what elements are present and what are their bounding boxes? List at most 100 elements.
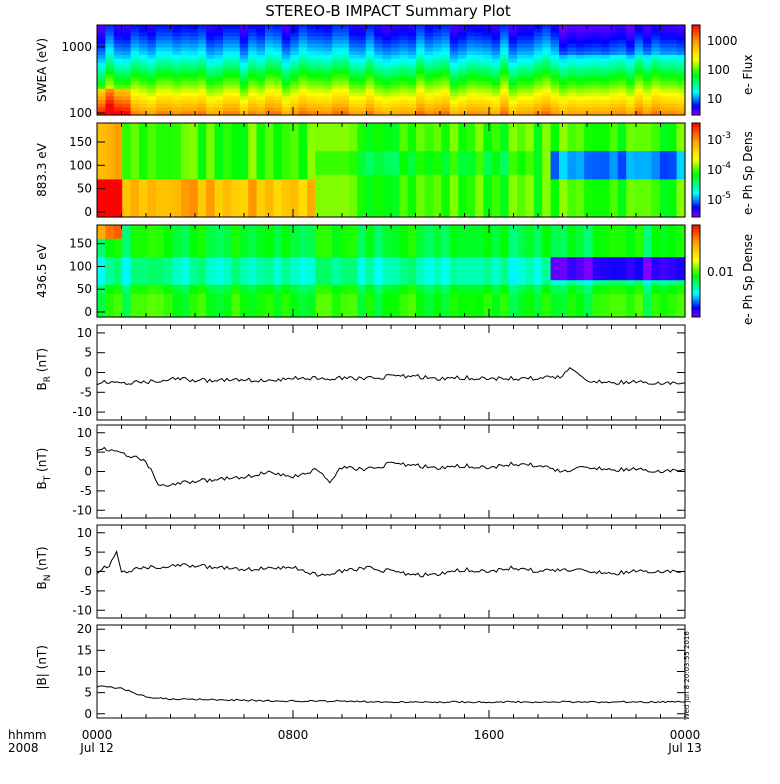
heatmap-cell	[542, 73, 552, 79]
heatmap-cell	[626, 207, 636, 213]
heatmap-cell	[584, 127, 594, 133]
heatmap-cell	[659, 280, 669, 286]
heatmap-cell	[265, 58, 274, 64]
heatmap-cell	[634, 28, 644, 34]
heatmap-cell	[634, 266, 644, 272]
heatmap-cell	[357, 47, 367, 52]
heatmap-cell	[340, 252, 350, 258]
heatmap-cell	[197, 137, 207, 143]
heatmap-cell	[307, 151, 316, 157]
heatmap-cell	[575, 28, 585, 34]
heatmap-cell	[357, 127, 367, 133]
heatmap-cell	[517, 103, 526, 109]
heatmap-cell	[307, 77, 316, 82]
heatmap-cell	[517, 160, 526, 166]
heatmap-cell	[592, 123, 602, 129]
heatmap-cell	[357, 77, 367, 82]
heatmap-cell	[273, 107, 283, 112]
heatmap-cell	[223, 55, 232, 60]
heatmap-cell	[155, 271, 165, 277]
heatmap-cell	[559, 275, 568, 281]
heatmap-cell	[567, 298, 577, 304]
heatmap-cell	[155, 43, 165, 49]
heatmap-cell	[382, 212, 392, 218]
heatmap-cell	[340, 160, 350, 166]
heatmap-cell	[550, 32, 560, 37]
heatmap-cell	[634, 207, 644, 213]
heatmap-cell	[155, 62, 165, 67]
heatmap-cell	[181, 47, 190, 52]
heatmap-cell	[626, 28, 636, 34]
heatmap-cell	[239, 234, 249, 240]
heatmap-cell	[407, 25, 417, 30]
heatmap-cell	[500, 77, 510, 82]
heatmap-cell	[424, 261, 434, 267]
heatmap-cell	[256, 155, 266, 162]
heatmap-cell	[97, 141, 106, 148]
heatmap-cell	[113, 198, 123, 204]
heatmap-cell	[424, 238, 434, 244]
heatmap-cell	[189, 165, 199, 171]
heatmap-cell	[491, 266, 501, 272]
heatmap-cell	[575, 77, 585, 82]
heatmap-cell	[533, 47, 543, 52]
heatmap-cell	[139, 198, 148, 204]
heatmap-cell	[290, 207, 300, 213]
heatmap-cell	[491, 62, 501, 67]
heatmap-cell	[550, 229, 560, 235]
heatmap-cell	[139, 225, 148, 231]
heatmap-cell	[584, 40, 594, 45]
heatmap-cell	[239, 146, 249, 152]
heatmap-cell	[424, 184, 434, 190]
heatmap-cell	[206, 307, 216, 313]
heatmap-cell	[172, 307, 182, 313]
heatmap-cell	[239, 43, 249, 49]
heatmap-cell	[307, 243, 316, 249]
heatmap-cell	[668, 198, 678, 204]
heatmap-cell	[332, 55, 342, 60]
heatmap-cell	[500, 179, 510, 185]
heatmap-cell	[407, 257, 417, 263]
heatmap-cell	[349, 225, 358, 231]
heatmap-cell	[458, 257, 468, 263]
heatmap-cell	[449, 238, 459, 244]
heatmap-cell	[97, 271, 106, 277]
heatmap-cell	[298, 77, 308, 82]
heatmap-cell	[273, 248, 283, 254]
heatmap-cell	[256, 36, 266, 41]
heatmap-cell	[407, 58, 417, 64]
heatmap-cell	[147, 25, 157, 30]
heatmap-cell	[323, 85, 333, 90]
heatmap-cell	[601, 212, 610, 218]
heatmap-cell	[584, 312, 594, 318]
heatmap-cell	[248, 81, 258, 86]
heatmap-cell	[340, 212, 350, 218]
heatmap-cell	[458, 123, 468, 129]
heatmap-cell	[365, 312, 375, 318]
heatmap-cell	[374, 307, 384, 313]
heatmap-cell	[164, 261, 174, 267]
heatmap-cell	[617, 25, 627, 30]
heatmap-cell	[416, 55, 426, 60]
heatmap-cell	[643, 81, 652, 86]
heatmap-cell	[399, 234, 409, 240]
heatmap-cell	[323, 151, 333, 157]
heatmap-cell	[248, 207, 258, 213]
heatmap-cell	[449, 25, 459, 30]
heatmap-cell	[214, 188, 224, 195]
heatmap-cell	[97, 198, 106, 204]
heatmap-cell	[139, 92, 148, 97]
heatmap-cell	[508, 198, 518, 204]
heatmap-cell	[97, 96, 106, 101]
heatmap-cell	[601, 289, 610, 295]
heatmap-cell	[105, 280, 115, 286]
heatmap-cell	[416, 77, 426, 82]
heatmap-cell	[206, 141, 216, 148]
heatmap-cell	[475, 47, 484, 52]
heatmap-cell	[273, 73, 283, 79]
heatmap-cell	[643, 170, 652, 176]
heatmap-cell	[391, 160, 400, 166]
heatmap-cell	[626, 188, 636, 195]
heatmap-cell	[332, 146, 342, 152]
heatmap-cell	[533, 261, 543, 267]
